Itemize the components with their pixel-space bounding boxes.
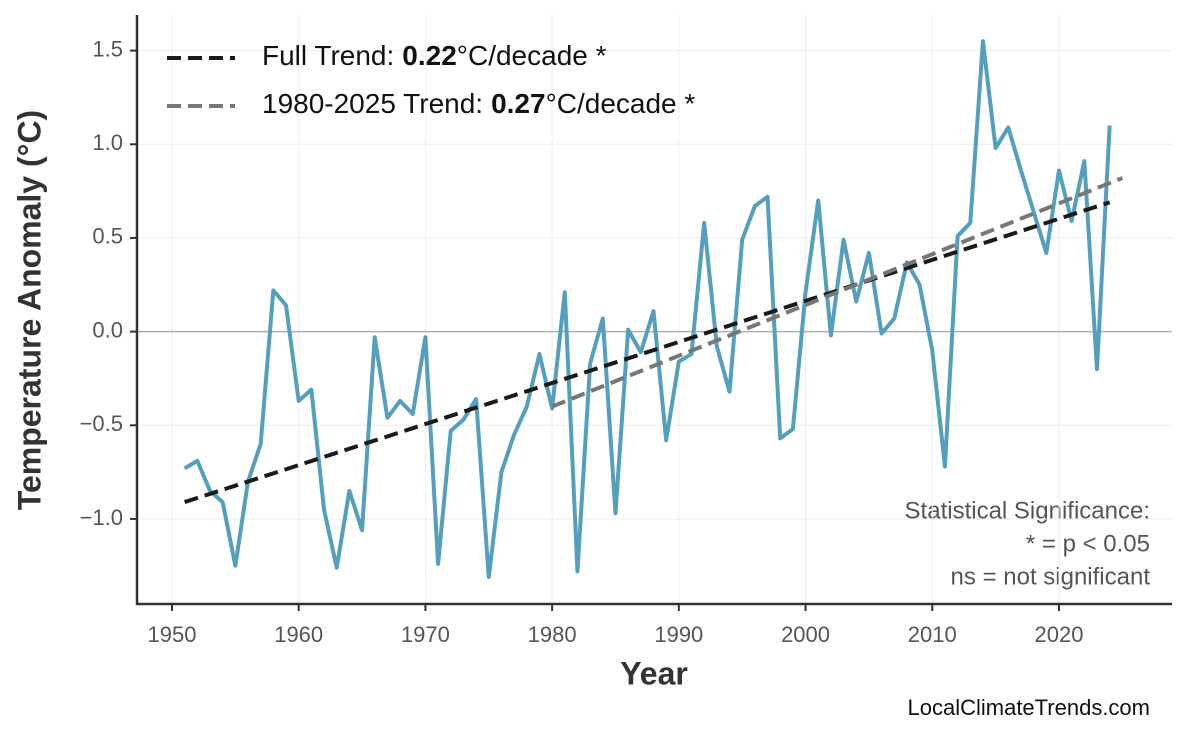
legend-trend: 0.27 <box>491 88 546 119</box>
source: LocalClimateTrends.com <box>908 695 1151 720</box>
annotation: ns = not significant <box>951 563 1151 590</box>
y-tick-label: 1.5 <box>92 36 123 61</box>
x-tick-label: 1980 <box>528 622 577 647</box>
y-tick-label: 1.0 <box>92 130 123 155</box>
data-line <box>183 39 1112 580</box>
y-tick-label: −0.5 <box>80 411 123 436</box>
legend-name: Full Trend: <box>262 40 394 71</box>
x-axis-label: Year <box>620 655 688 691</box>
annotation: Statistical Significance: <box>905 497 1150 524</box>
annotation: * = p < 0.05 <box>1026 530 1150 557</box>
legend-entry: Full Trend: 0.22°C/decade * <box>262 40 607 71</box>
trend-line <box>551 176 1124 409</box>
x-tick-label: 1990 <box>654 622 703 647</box>
x-tick-label: 2000 <box>781 622 830 647</box>
legend-trend: 0.22 <box>402 40 457 71</box>
x-tick-label: 1970 <box>401 622 450 647</box>
y-axis-label: Temperature Anomaly (°C) <box>11 110 47 510</box>
legend-name: 1980-2025 Trend: <box>262 88 483 119</box>
legend-unit: °C/decade * <box>546 88 696 119</box>
legend-unit: °C/decade * <box>457 40 607 71</box>
y-tick-label: −1.0 <box>80 505 123 530</box>
x-tick-label: 2010 <box>908 622 957 647</box>
y-tick-label: 0.0 <box>92 317 123 342</box>
x-tick-label: 2020 <box>1034 622 1083 647</box>
y-tick-label: 0.5 <box>92 224 123 249</box>
x-tick-label: 1960 <box>274 622 323 647</box>
legend-entry: 1980-2025 Trend: 0.27°C/decade * <box>262 88 695 119</box>
x-tick-label: 1950 <box>147 622 196 647</box>
trend-line <box>184 200 1111 504</box>
